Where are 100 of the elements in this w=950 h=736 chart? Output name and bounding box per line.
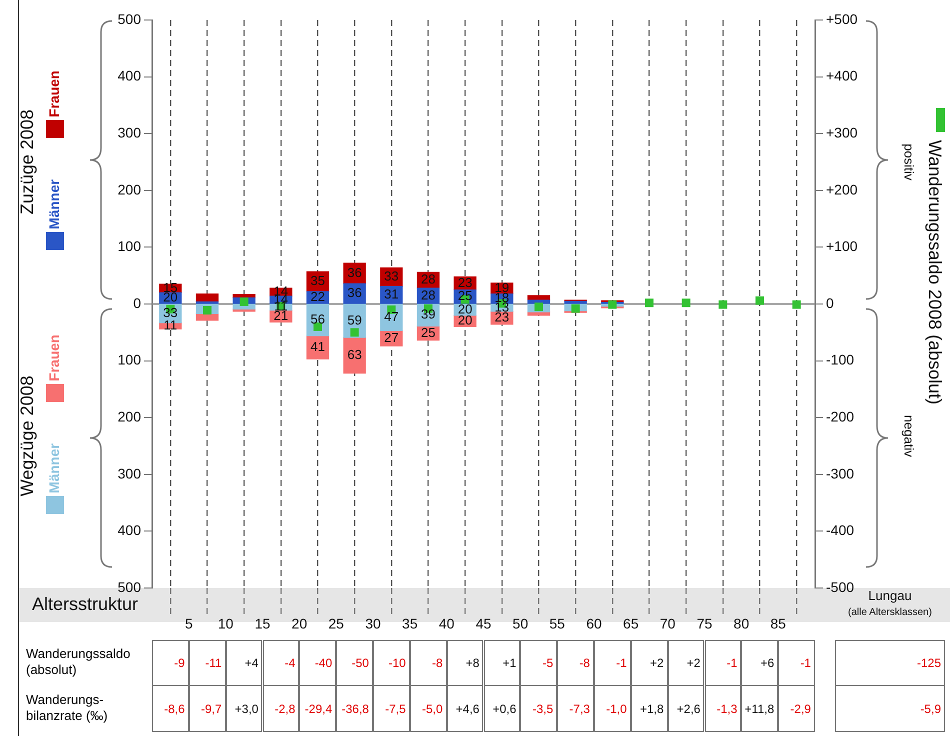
x-axis-title: Altersstruktur xyxy=(32,594,138,614)
x-tick-label: 60 xyxy=(586,615,602,632)
data-label: 27 xyxy=(384,330,399,345)
text: +2,6 xyxy=(668,686,704,732)
data-label: 41 xyxy=(310,339,325,354)
text: -5,9 xyxy=(835,686,945,732)
x-tick-label: 35 xyxy=(402,615,418,632)
y2-tick-label: +100 xyxy=(826,238,858,254)
text: Männer xyxy=(46,178,62,230)
text: +1 xyxy=(484,640,520,686)
text: +1,8 xyxy=(630,686,668,732)
data-label: 22 xyxy=(310,289,325,304)
data-label: 63 xyxy=(347,346,362,362)
point xyxy=(571,304,580,313)
text: -2,8 xyxy=(262,686,300,732)
y-tick-label: 500 xyxy=(118,10,142,27)
data-label: 35 xyxy=(310,273,325,288)
text: -1 xyxy=(704,640,742,686)
point xyxy=(718,300,728,309)
y-axis-title: Zuzüge 2008 xyxy=(16,109,37,215)
text: -36,8 xyxy=(336,686,373,732)
y-tick-label: 100 xyxy=(118,238,142,254)
text: Wanderungssaldo (absolut) xyxy=(26,646,132,679)
data-label: 25 xyxy=(421,324,436,340)
text: +2 xyxy=(630,640,668,686)
point xyxy=(608,300,617,309)
text: Lungau xyxy=(868,588,912,603)
y2-tick-label: +500 xyxy=(826,10,858,27)
text: -10 xyxy=(373,640,410,686)
text: Wanderungs- bilanzrate (‰) xyxy=(26,692,109,725)
y-tick-label: 400 xyxy=(118,68,142,84)
point xyxy=(792,300,801,309)
text: -8,6 xyxy=(152,686,189,732)
x-tick-label: 25 xyxy=(328,615,344,632)
text: -8 xyxy=(557,640,594,686)
x-tick-label: 40 xyxy=(438,615,455,632)
text: +0,6 xyxy=(484,686,520,732)
y-tick-label: 0 xyxy=(133,294,142,311)
text: positiv xyxy=(901,144,916,181)
x-tick-label: 85 xyxy=(770,615,786,632)
x-tick-label: 15 xyxy=(254,615,270,632)
bar xyxy=(196,313,219,321)
data-label: 36 xyxy=(347,285,362,300)
point xyxy=(756,296,764,305)
data-label: 23 xyxy=(458,274,472,290)
text: -2,9 xyxy=(778,686,815,732)
text: Männer xyxy=(46,442,62,494)
text: -7,3 xyxy=(557,686,594,732)
x-tick-label: 10 xyxy=(218,615,234,632)
text: -5,0 xyxy=(410,686,447,732)
text: -40 xyxy=(299,640,336,686)
y2-tick-label: +200 xyxy=(826,181,858,198)
text: -1,3 xyxy=(704,686,742,732)
y3-axis-title: Wegzüge 2008 xyxy=(16,376,37,496)
text: -4 xyxy=(262,640,300,686)
y-tick-label: 200 xyxy=(118,181,142,198)
data-label: 56 xyxy=(310,311,325,326)
text: -125 xyxy=(835,640,945,686)
y2-tick-label: -300 xyxy=(826,465,854,482)
text: +4 xyxy=(226,640,262,686)
data-label: 31 xyxy=(384,286,399,302)
text: -7,5 xyxy=(373,686,410,732)
text: +8 xyxy=(446,640,484,686)
data-label: 25 xyxy=(458,288,472,304)
data-label: 47 xyxy=(384,308,399,324)
x-tick-label: 55 xyxy=(549,615,566,632)
text: -29,4 xyxy=(299,686,336,732)
text: (alle Altersklassen) xyxy=(847,606,933,620)
data-label: 28 xyxy=(421,287,436,302)
data-label: 33 xyxy=(163,304,178,320)
y2-tick-label: -200 xyxy=(826,408,854,424)
text: -9 xyxy=(152,640,189,686)
text: Frauen xyxy=(46,334,62,382)
x-tick-label: 70 xyxy=(660,615,676,632)
point xyxy=(645,298,654,308)
text: +4,6 xyxy=(446,686,484,732)
point xyxy=(682,298,690,308)
text: Frauen xyxy=(46,70,62,118)
text: -1,0 xyxy=(594,686,631,732)
x-tick-label: 65 xyxy=(623,615,639,632)
text: negativ xyxy=(901,415,916,458)
point xyxy=(534,302,543,312)
x-tick-label: 50 xyxy=(512,615,528,632)
data-label: 33 xyxy=(384,268,399,284)
y2-tick-label: 0 xyxy=(826,294,834,311)
x-tick-label: 75 xyxy=(696,615,712,632)
y-tick-label: 300 xyxy=(118,124,142,140)
text: -1 xyxy=(594,640,631,686)
text: +2 xyxy=(668,640,704,686)
text: -11 xyxy=(188,640,226,686)
text: -8 xyxy=(410,640,447,686)
x-tick-label: 30 xyxy=(365,615,381,632)
text: +6 xyxy=(741,640,778,686)
y2-axis-title: Wanderungssaldo 2008 (absolut) xyxy=(925,140,946,404)
point xyxy=(350,328,359,337)
x-tick-label: 5 xyxy=(184,615,193,632)
text: -50 xyxy=(336,640,373,686)
text: -3,5 xyxy=(520,686,558,732)
text: -1 xyxy=(778,640,815,686)
y2-tick-label: -500 xyxy=(826,578,854,595)
